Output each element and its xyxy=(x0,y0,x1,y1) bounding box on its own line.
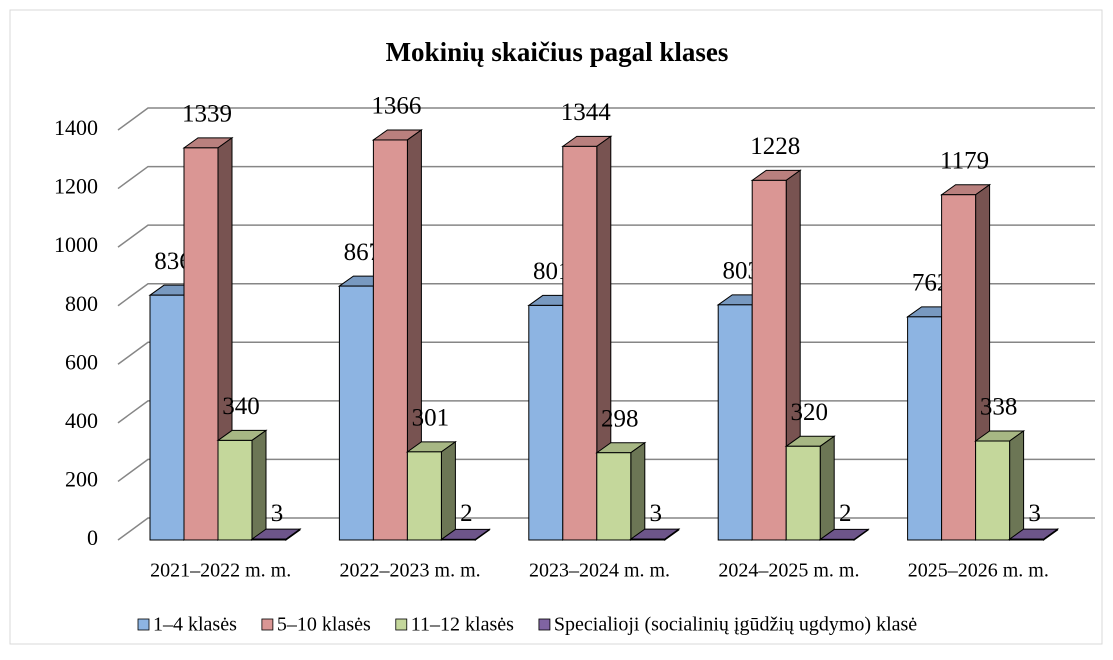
data-label: 320 xyxy=(790,399,828,426)
data-label: 298 xyxy=(601,405,639,432)
bar xyxy=(338,285,374,541)
legend-swatch xyxy=(137,618,150,631)
chart-title: Mokinių skaičius pagal klases xyxy=(386,37,729,67)
y-tick-label: 400 xyxy=(65,408,98,433)
bar xyxy=(440,538,476,541)
legend-label: Specialioji (socialinių įgūdžių ugdymo) … xyxy=(554,614,917,636)
data-label: 1366 xyxy=(371,93,421,120)
bar xyxy=(907,316,943,541)
bar xyxy=(149,294,185,541)
legend-swatch xyxy=(395,618,408,631)
data-label: 301 xyxy=(412,405,450,432)
legend-label: 5–10 klasės xyxy=(277,614,371,636)
grid-line xyxy=(117,107,1095,131)
grid-line xyxy=(117,165,1095,190)
legend-swatch xyxy=(261,618,274,631)
bar-side xyxy=(440,440,456,541)
bar xyxy=(217,439,253,541)
data-label: 1228 xyxy=(750,133,800,160)
bar xyxy=(941,194,977,541)
legend-label: 1–4 klasės xyxy=(153,614,237,636)
bar xyxy=(251,538,287,541)
x-tick-label: 2025–2026 m. m. xyxy=(908,560,1049,582)
bar xyxy=(562,145,598,541)
y-tick-label: 1000 xyxy=(54,232,98,257)
bar xyxy=(785,445,821,541)
y-tick-label: 200 xyxy=(65,466,98,491)
data-label: 340 xyxy=(222,393,260,420)
bar xyxy=(630,538,666,541)
bar xyxy=(819,538,855,541)
legend-swatch xyxy=(538,618,551,631)
data-label: 1344 xyxy=(561,99,612,126)
bar-side xyxy=(251,429,267,541)
bar xyxy=(372,139,408,541)
bar xyxy=(596,452,632,541)
data-label: 1339 xyxy=(182,101,232,128)
data-label: 2 xyxy=(839,500,852,527)
y-tick-label: 600 xyxy=(65,349,98,374)
bar-side xyxy=(819,435,835,541)
data-label: 3 xyxy=(1028,500,1041,527)
legend-label: 11–12 klasės xyxy=(411,614,514,636)
bar xyxy=(1009,538,1045,541)
bar xyxy=(406,451,442,541)
data-label: 2 xyxy=(460,500,473,527)
x-tick-label: 2024–2025 m. m. xyxy=(718,560,859,582)
y-tick-label: 1400 xyxy=(54,115,98,140)
bar xyxy=(717,304,753,541)
bar xyxy=(183,147,219,541)
bar xyxy=(751,179,787,541)
bar xyxy=(528,304,564,541)
y-tick-label: 0 xyxy=(87,525,98,550)
data-label: 338 xyxy=(980,394,1018,421)
x-tick-label: 2023–2024 m. m. xyxy=(529,560,670,582)
data-label: 1179 xyxy=(940,147,989,174)
bar-side xyxy=(1009,430,1025,541)
data-label: 3 xyxy=(650,500,663,527)
bar xyxy=(975,440,1011,541)
bar-side xyxy=(630,441,646,541)
y-tick-label: 1200 xyxy=(54,174,98,199)
x-tick-label: 2022–2023 m. m. xyxy=(340,560,481,582)
data-label: 3 xyxy=(271,500,284,527)
x-tick-label: 2021–2022 m. m. xyxy=(150,560,291,582)
y-tick-label: 800 xyxy=(65,291,98,316)
